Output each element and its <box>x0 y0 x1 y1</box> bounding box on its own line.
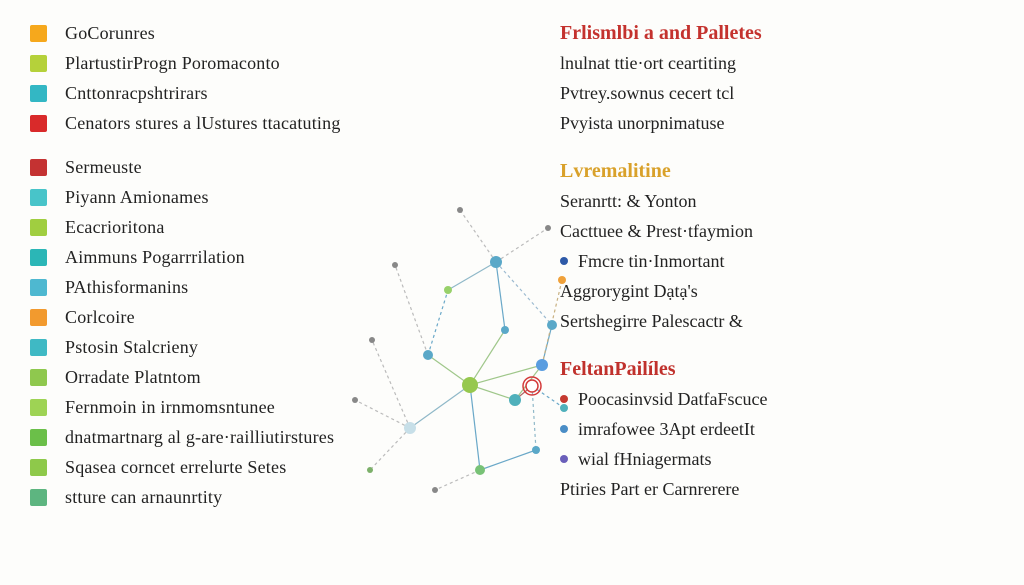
bullet-icon <box>560 257 568 265</box>
legend-swatch <box>30 279 47 296</box>
legend-swatch <box>30 55 47 72</box>
right-item-label: Pvyista unorpnimatuse <box>560 113 725 133</box>
legend-swatch <box>30 429 47 446</box>
right-item: imrafowee 3Apt erdeetIt <box>560 414 1000 444</box>
legend-swatch <box>30 25 47 42</box>
legend-swatch <box>30 249 47 266</box>
network-node <box>526 380 538 392</box>
legend-row: Aimmuns Pogarrrilation <box>30 242 500 272</box>
legend-row: Cenators stures a lUstures ttacatuting <box>30 108 500 138</box>
left-legend-column: GoCorunresPlartustirProgn PoromacontoCnt… <box>30 18 500 512</box>
legend-label: PlartustirProgn Poromaconto <box>65 48 280 78</box>
legend-row: PlartustirProgn Poromaconto <box>30 48 500 78</box>
right-item-label: Cacttuee & Prest·tfaymion <box>560 221 753 241</box>
legend-label: stture can arnaunrtity <box>65 482 222 512</box>
legend-label: Sermeuste <box>65 152 142 182</box>
network-node <box>532 446 540 454</box>
right-item-label: Poocasinvsid DatfaFscuce <box>578 389 767 409</box>
legend-label: Aimmuns Pogarrrilation <box>65 242 245 272</box>
right-item: Poocasinvsid DatfaFscuce <box>560 384 1000 414</box>
legend-row: Cnttonracpshtrirars <box>30 78 500 108</box>
network-edge <box>532 386 536 450</box>
right-item: wial fHniagermats <box>560 444 1000 474</box>
right-item: lnulnat ttie·ort ceartiting <box>560 48 1000 78</box>
right-item-label: Pvtrey.sownus cecert tcl <box>560 83 734 103</box>
legend-row: Sermeuste <box>30 152 500 182</box>
network-node <box>501 326 509 334</box>
legend-row: Sqasea corncet errelurte Setes <box>30 452 500 482</box>
legend-label: Cenators stures a lUstures ttacatuting <box>65 108 341 138</box>
network-edge <box>542 325 552 365</box>
network-node <box>547 320 557 330</box>
legend-row: PAthisformanins <box>30 272 500 302</box>
right-item-label: wial fHniagermats <box>578 449 711 469</box>
network-node-ring <box>523 377 541 395</box>
right-text-column: Frlismlbi a and Palletes lnulnat ttie·ort… <box>560 18 1000 504</box>
right-item-label: Fmcre tin·Inmortant <box>578 251 724 271</box>
legend-label: Sqasea corncet errelurte Setes <box>65 452 286 482</box>
legend-swatch <box>30 189 47 206</box>
right-item: Cacttuee & Prest·tfaymion <box>560 216 1000 246</box>
right-item-label: Sertshegirre Palescactr & <box>560 311 743 331</box>
legend-label: Pstosin Stalcrieny <box>65 332 198 362</box>
legend-label: Corlcoire <box>65 302 135 332</box>
legend-swatch <box>30 159 47 176</box>
legend-label: Cnttonracpshtrirars <box>65 78 208 108</box>
legend-swatch <box>30 459 47 476</box>
network-node <box>545 225 551 231</box>
network-edge <box>515 386 532 400</box>
right-item-label: imrafowee 3Apt erdeetIt <box>578 419 755 439</box>
diagram-canvas: GoCorunresPlartustirProgn PoromacontoCnt… <box>0 0 1024 585</box>
legend-swatch <box>30 115 47 132</box>
legend-label: Piyann Amionames <box>65 182 209 212</box>
bullet-icon <box>560 455 568 463</box>
legend-row: GoCorunres <box>30 18 500 48</box>
bullet-icon <box>560 395 568 403</box>
legend-swatch <box>30 399 47 416</box>
bullet-icon <box>560 425 568 433</box>
right-item-label: Aggrorygint Dạtạ's <box>560 281 698 301</box>
right-section-header: Frlismlbi a and Palletes <box>560 18 1000 48</box>
right-item-label: lnulnat ttie·ort ceartiting <box>560 53 736 73</box>
right-item-label: Ptiries Part er Carnrerere <box>560 479 739 499</box>
right-section-header: FeltanPailíles <box>560 354 1000 384</box>
legend-swatch <box>30 219 47 236</box>
network-edge <box>515 365 542 400</box>
right-item: Sertshegirre Palescactr & <box>560 306 1000 336</box>
legend-label: GoCorunres <box>65 18 155 48</box>
right-item-label: Seranrtt: & Yonton <box>560 191 697 211</box>
network-node <box>509 394 521 406</box>
legend-label: dnatmartnarg al g-are·railliutirstures <box>65 422 334 452</box>
legend-row: Pstosin Stalcrieny <box>30 332 500 362</box>
right-item: Fmcre tin·Inmortant <box>560 246 1000 276</box>
right-item: Seranrtt: & Yonton <box>560 186 1000 216</box>
legend-swatch <box>30 309 47 326</box>
right-section-header: Lvremalitine <box>560 156 1000 186</box>
legend-label: Fernmoin in irnmomsntunee <box>65 392 275 422</box>
right-item: Pvtrey.sownus cecert tcl <box>560 78 1000 108</box>
legend-row: Orradate Platntom <box>30 362 500 392</box>
right-item: Ptiries Part er Carnrerere <box>560 474 1000 504</box>
legend-row: stture can arnaunrtity <box>30 482 500 512</box>
network-edge <box>542 280 562 365</box>
legend-label: Orradate Platntom <box>65 362 201 392</box>
legend-row: Fernmoin in irnmomsntunee <box>30 392 500 422</box>
legend-label: Ecacrioritona <box>65 212 165 242</box>
network-edge <box>496 262 552 325</box>
legend-label: PAthisformanins <box>65 272 188 302</box>
right-item: Aggrorygint Dạtạ's <box>560 276 1000 306</box>
legend-row: Corlcoire <box>30 302 500 332</box>
legend-row: Piyann Amionames <box>30 182 500 212</box>
network-node <box>536 359 548 371</box>
legend-swatch <box>30 339 47 356</box>
legend-swatch <box>30 369 47 386</box>
right-item: Pvyista unorpnimatuse <box>560 108 1000 138</box>
legend-row: dnatmartnarg al g-are·railliutirstures <box>30 422 500 452</box>
network-edge <box>496 228 548 262</box>
legend-swatch <box>30 85 47 102</box>
legend-swatch <box>30 489 47 506</box>
legend-row: Ecacrioritona <box>30 212 500 242</box>
